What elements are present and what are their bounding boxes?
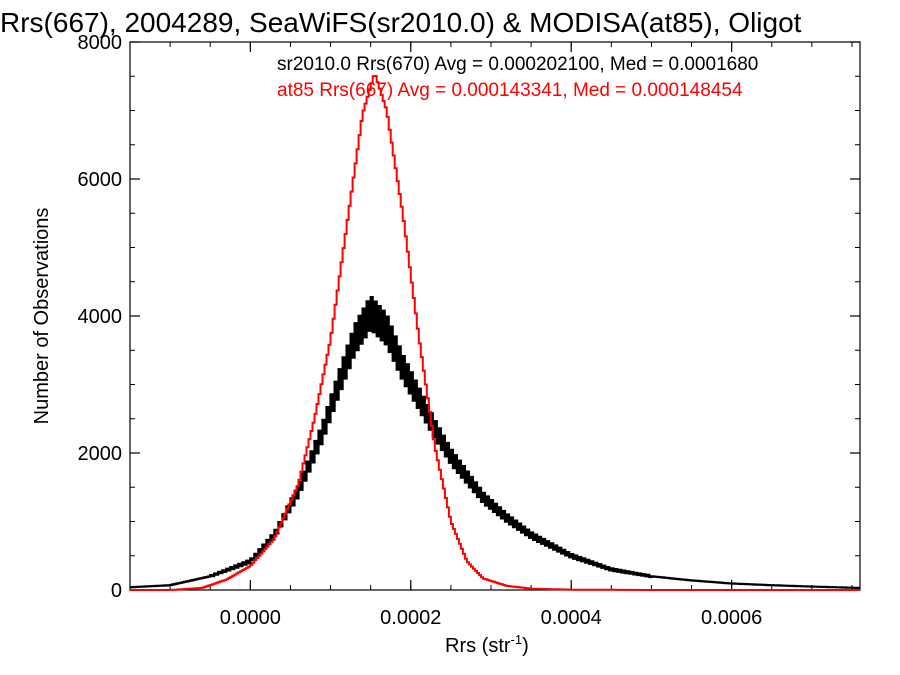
x-tick-label: 0.0004 bbox=[541, 607, 602, 629]
y-tick-label: 4000 bbox=[78, 306, 123, 328]
x-axis-label-sup: -1 bbox=[511, 632, 523, 647]
plot-area bbox=[130, 75, 860, 591]
legend-entry-sr2010: sr2010.0 Rrs(670) Avg = 0.000202100, Med… bbox=[277, 54, 758, 75]
x-tick-label: 0.0000 bbox=[220, 607, 281, 629]
chart-title: Rrs(667), 2004289, SeaWiFS(sr2010.0) & M… bbox=[0, 7, 802, 38]
legend-entry-at85: at85 Rrs(667) Avg = 0.000143341, Med = 0… bbox=[277, 80, 743, 101]
y-axis: 0 2000 4000 6000 8000 bbox=[78, 32, 860, 602]
y-tick-label: 6000 bbox=[78, 169, 123, 191]
y-axis-label: Number of Observations bbox=[31, 208, 53, 425]
x-tick-label: 0.0006 bbox=[701, 607, 762, 629]
series-line-sr2010 bbox=[130, 296, 860, 589]
x-tick-label: 0.0002 bbox=[380, 607, 441, 629]
y-tick-label: 0 bbox=[111, 580, 122, 602]
y-tick-label: 2000 bbox=[78, 443, 123, 465]
series-line-at85 bbox=[130, 75, 860, 591]
x-axis-label: Rrs (str-1) bbox=[445, 632, 529, 657]
x-axis-label-tail: ) bbox=[522, 635, 529, 657]
x-axis-label-main: Rrs (str bbox=[445, 635, 511, 657]
x-axis: 0.0000 0.0002 0.0004 0.0006 bbox=[169, 42, 853, 629]
y-tick-label: 8000 bbox=[78, 32, 123, 54]
